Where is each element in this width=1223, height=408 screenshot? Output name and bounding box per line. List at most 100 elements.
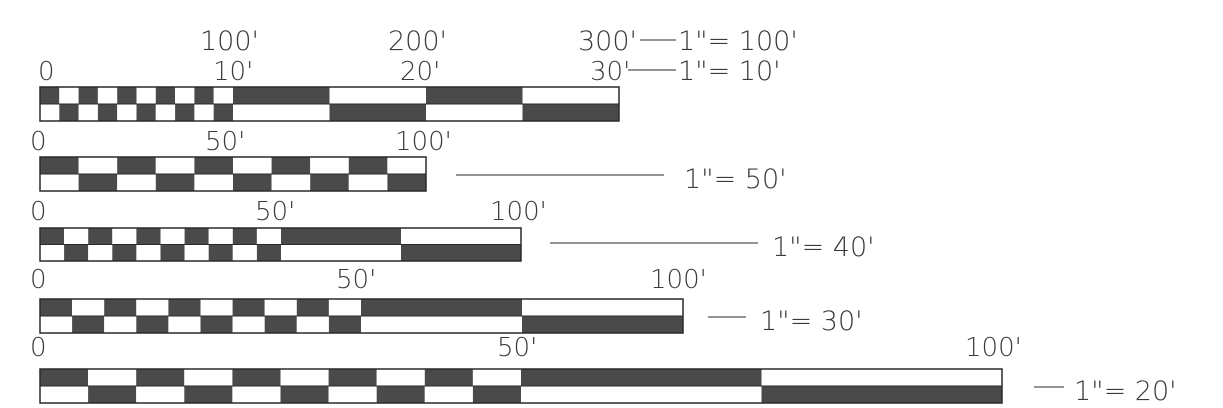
checker-cell [88, 228, 113, 245]
checker-cell [136, 228, 161, 245]
checker-cell [64, 244, 89, 261]
checker-cell [310, 174, 349, 191]
checker-cell [271, 157, 311, 174]
checker-cell [424, 386, 473, 403]
tick-label-50: 50' [255, 197, 295, 227]
scale-note: 1"= 50' [684, 164, 787, 195]
checker-cell [280, 386, 329, 403]
tick-label-300: 300' [578, 26, 637, 57]
checker-cell [233, 104, 330, 121]
checker-cell [233, 174, 272, 191]
checker-cell [194, 174, 233, 191]
checker-cell [328, 386, 377, 403]
checker-cell [328, 369, 377, 386]
checker-cell [184, 228, 209, 245]
tick-label-10: 10' [213, 57, 253, 87]
tick-label-0: 0 [30, 333, 47, 363]
checker-cell [521, 386, 762, 403]
checker-cell [78, 87, 98, 104]
checker-cell [40, 369, 89, 386]
checker-cell [521, 369, 762, 386]
scale-note-10: 1"= 10' [678, 56, 781, 87]
checker-cell [104, 299, 137, 316]
checker-cell [522, 299, 683, 316]
checker-cell [40, 174, 79, 191]
scale-bar-graphic [39, 156, 427, 192]
tick-label-30: 30' [590, 57, 630, 87]
checker-cell [329, 87, 426, 104]
checker-cell [328, 316, 361, 333]
tick-label-0: 0 [30, 127, 47, 157]
checker-cell [184, 244, 209, 261]
checker-cell [175, 87, 195, 104]
tick-label-50: 50' [497, 333, 537, 363]
checker-cell [401, 228, 521, 245]
checker-cell [426, 87, 523, 104]
tick-label-100: 100' [490, 197, 547, 227]
checker-cell [59, 104, 79, 121]
checker-cell [264, 316, 297, 333]
checker-cell [136, 316, 169, 333]
checker-cell [387, 157, 426, 174]
checker-cell [296, 316, 329, 333]
checker-cell [472, 369, 521, 386]
checker-cell [387, 174, 426, 191]
checker-cell [208, 244, 233, 261]
checker-cell [200, 316, 233, 333]
checker-cell [40, 316, 73, 333]
checker-cell [78, 104, 98, 121]
checker-cell [280, 369, 329, 386]
checker-cell [112, 228, 137, 245]
checker-cell [256, 244, 281, 261]
checker-cell [72, 316, 105, 333]
tick-label-200: 200' [388, 26, 447, 57]
checker-cell [233, 87, 330, 104]
checker-cell [256, 228, 281, 245]
checker-cell [78, 174, 118, 191]
checker-cell [160, 244, 185, 261]
checker-cell [136, 104, 156, 121]
checker-cell [184, 369, 233, 386]
checker-cell [213, 87, 233, 104]
scale-bar-graphic [39, 368, 1003, 404]
checker-cell [200, 299, 233, 316]
checker-cell [233, 157, 272, 174]
checker-cell [761, 369, 1002, 386]
checker-cell [155, 104, 176, 121]
checker-cell [361, 316, 522, 333]
checker-cell [155, 157, 195, 174]
checker-cell [40, 228, 65, 245]
checker-cell [136, 386, 185, 403]
tick-label-50: 50' [336, 265, 376, 295]
checker-cell [136, 369, 185, 386]
checker-cell [194, 104, 214, 121]
checker-cell [78, 157, 118, 174]
checker-cell [136, 299, 169, 316]
checker-cell [328, 299, 361, 316]
scale-bar-graphic [39, 298, 684, 334]
checker-cell [40, 157, 79, 174]
tick-label-100: 100' [965, 333, 1022, 363]
scale-note: 1"= 40' [772, 232, 875, 263]
checker-cell [97, 104, 118, 121]
checker-cell [136, 87, 156, 104]
checker-cell [281, 228, 401, 245]
checker-cell [184, 386, 233, 403]
tick-label-0: 0 [30, 265, 47, 295]
checker-cell [232, 316, 265, 333]
scale-bar-20: 0 50' 100' 1"= 20' [30, 333, 1177, 407]
checker-cell [155, 174, 195, 191]
checker-cell [97, 87, 118, 104]
checker-cell [168, 299, 201, 316]
scale-bar-30: 0 50' 100' 1"= 30' [30, 265, 863, 337]
checker-cell [194, 87, 214, 104]
checker-cell [72, 299, 105, 316]
checker-cell [88, 244, 113, 261]
checker-cell [208, 228, 233, 245]
checker-cell [426, 104, 523, 121]
checker-cell [232, 228, 257, 245]
checker-cell [160, 228, 185, 245]
checker-cell [329, 104, 426, 121]
checker-cell [401, 244, 521, 261]
